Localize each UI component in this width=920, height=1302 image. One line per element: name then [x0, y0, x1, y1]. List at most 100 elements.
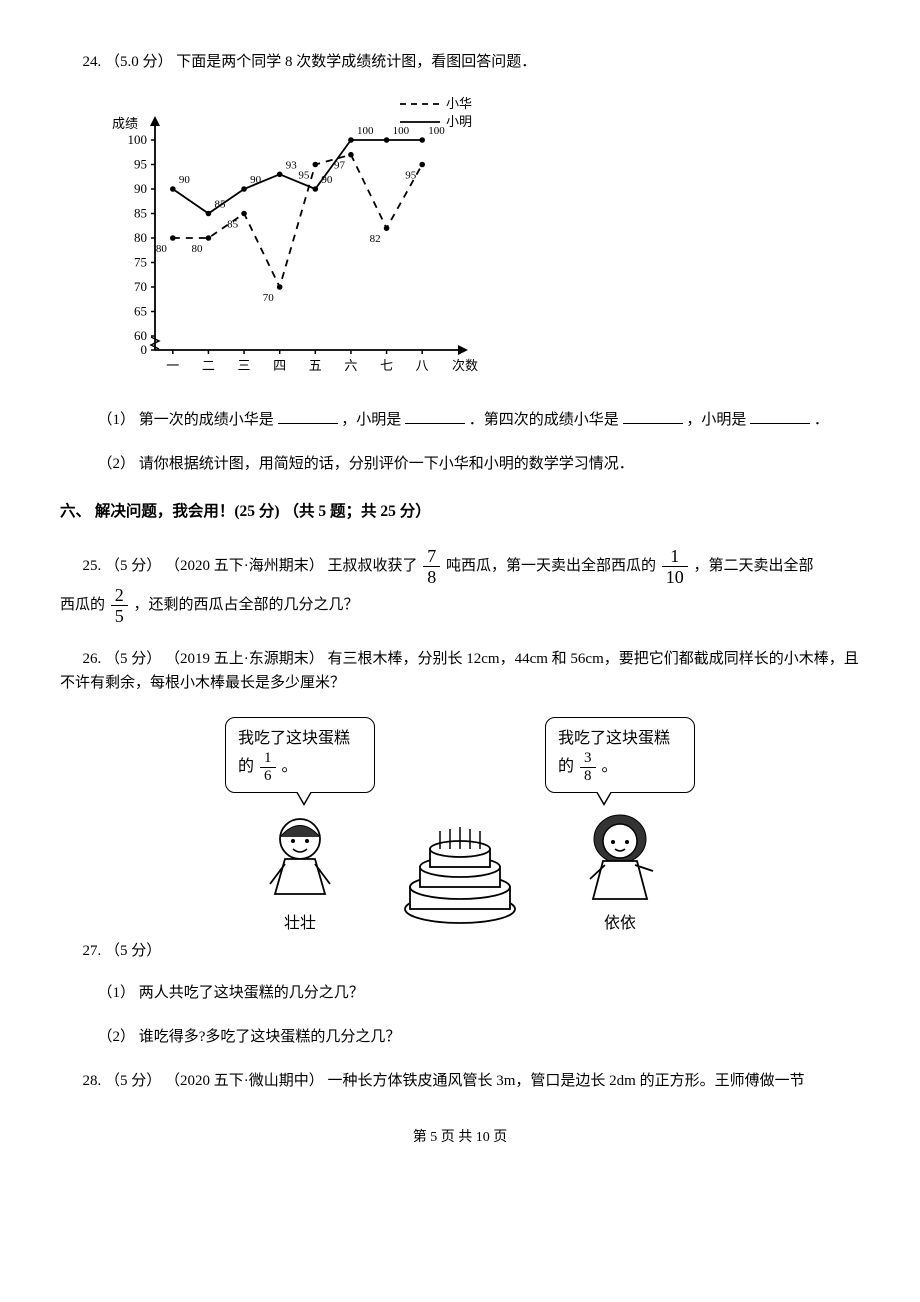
question-25: 25. （5 分） （2020 五下·海州期末） 王叔叔收获了 7 8 吨西瓜，…: [60, 547, 860, 625]
kid-right-name: 依依: [604, 911, 636, 937]
q28-number: 28.: [83, 1073, 102, 1089]
kid-right: 我吃了这块蛋糕 的 3 8 。: [545, 717, 695, 937]
svg-text:0: 0: [141, 342, 148, 357]
svg-text:85: 85: [227, 219, 239, 231]
svg-text:90: 90: [134, 181, 147, 196]
speech-left-b: 的: [238, 759, 254, 776]
svg-text:100: 100: [393, 125, 410, 137]
svg-text:四: 四: [273, 358, 286, 373]
q24-sub2-text: 请你根据统计图，用简短的话，分别评价一下小华和小明的数学学习情况．: [139, 456, 634, 472]
svg-text:90: 90: [321, 174, 333, 186]
fraction: 1 6: [260, 751, 276, 784]
q28-points: （5 分）: [105, 1073, 161, 1089]
svg-text:60: 60: [134, 328, 147, 343]
svg-text:100: 100: [128, 132, 148, 147]
speech-left-line2: 的 1 6 。: [238, 751, 362, 784]
q27-sub1: （1） 两人共吃了这块蛋糕的几分之几？: [60, 981, 860, 1005]
q24-sub1-t3: ，小明是: [686, 412, 746, 428]
q24-chart: 小华小明成绩次数06065707580859095100一二三四五六七八9085…: [100, 90, 860, 388]
q25-ta: 王叔叔收获了: [328, 558, 418, 574]
speech-right-line1: 我吃了这块蛋糕: [558, 726, 682, 752]
fraction: 2 5: [111, 586, 128, 625]
blank-input[interactable]: [278, 409, 338, 424]
q24-sub1-t1: ，小明是: [341, 412, 401, 428]
q26-source: （2019 五上·东源期末）: [165, 651, 324, 667]
q24-number: 24.: [83, 54, 102, 70]
q28-source: （2020 五下·微山期中）: [165, 1073, 324, 1089]
frac-num: 2: [111, 586, 128, 606]
q24-sub1-t2: ．第四次的成绩小华是: [469, 412, 619, 428]
svg-text:三: 三: [238, 358, 251, 373]
svg-text:70: 70: [263, 292, 275, 304]
frac-num: 3: [580, 751, 596, 768]
q27-number: 27.: [83, 943, 102, 959]
document-page: 24. （5.0 分） 下面是两个同学 8 次数学成绩统计图，看图回答问题． 小…: [0, 0, 920, 1189]
speech-bubble-right: 我吃了这块蛋糕 的 3 8 。: [545, 717, 695, 794]
blank-input[interactable]: [623, 409, 683, 424]
svg-text:小明: 小明: [446, 114, 472, 129]
q27-sub2-prefix: （2）: [98, 1029, 136, 1045]
svg-text:90: 90: [250, 174, 262, 186]
q24-sub1-t0: 第一次的成绩小华是: [139, 412, 274, 428]
svg-text:七: 七: [380, 358, 393, 373]
svg-text:95: 95: [134, 157, 147, 172]
frac-den: 5: [111, 606, 128, 625]
svg-text:93: 93: [286, 159, 298, 171]
question-26: 26. （5 分） （2019 五上·东源期末） 有三根木棒，分别长 12cm，…: [60, 647, 860, 695]
q25-number: 25.: [83, 558, 102, 574]
section-6-heading: 六、 解决问题，我会用！(25 分) （共 5 题；共 25 分）: [60, 500, 860, 525]
frac-num: 7: [423, 547, 440, 567]
kid-left: 我吃了这块蛋糕 的 1 6 。: [225, 717, 375, 937]
svg-text:100: 100: [428, 125, 445, 137]
svg-text:80: 80: [156, 243, 168, 255]
svg-text:五: 五: [309, 358, 322, 373]
question-27: 27. （5 分）: [60, 939, 860, 963]
blank-input[interactable]: [750, 409, 810, 424]
svg-text:75: 75: [134, 255, 147, 270]
q24-sub1: （1） 第一次的成绩小华是 ，小明是 ．第四次的成绩小华是 ，小明是 ．: [60, 408, 860, 432]
q27-sub2-text: 谁吃得多?多吃了这块蛋糕的几分之几？: [139, 1029, 401, 1045]
svg-text:六: 六: [344, 358, 357, 373]
svg-text:82: 82: [370, 233, 381, 245]
svg-text:一: 一: [166, 358, 179, 373]
speech-right-b: 的: [558, 759, 574, 776]
svg-text:80: 80: [134, 230, 147, 245]
kid-left-name: 壮壮: [284, 911, 316, 937]
q24-sub1-prefix: （1）: [98, 412, 136, 428]
frac-den: 8: [423, 567, 440, 586]
svg-text:95: 95: [405, 170, 417, 182]
q26-number: 26.: [83, 651, 102, 667]
page-footer: 第 5 页 共 10 页: [60, 1127, 860, 1149]
svg-text:八: 八: [416, 358, 429, 373]
q25-td: 西瓜的: [60, 597, 105, 613]
svg-text:85: 85: [134, 206, 147, 221]
frac-num: 1: [260, 751, 276, 768]
speech-right-c: 。: [602, 759, 618, 776]
svg-text:二: 二: [202, 358, 215, 373]
boy-icon: [255, 809, 345, 909]
q25-te: ，还剩的西瓜占全部的几分之几？: [134, 597, 359, 613]
frac-den: 6: [260, 768, 276, 784]
q26-points: （5 分）: [105, 651, 161, 667]
q25-tc: ，第二天卖出全部: [694, 558, 814, 574]
svg-text:次数: 次数: [452, 358, 478, 373]
svg-text:90: 90: [179, 174, 191, 186]
svg-text:65: 65: [134, 304, 147, 319]
speech-left-c: 。: [282, 759, 298, 776]
svg-text:100: 100: [357, 125, 374, 137]
question-24: 24. （5.0 分） 下面是两个同学 8 次数学成绩统计图，看图回答问题． 小…: [60, 50, 860, 476]
q27-sub1-text: 两人共吃了这块蛋糕的几分之几？: [139, 985, 364, 1001]
q24-stem-text: 下面是两个同学 8 次数学成绩统计图，看图回答问题．: [176, 54, 536, 70]
fraction: 3 8: [580, 751, 596, 784]
q25-source: （2020 五下·海州期末）: [165, 558, 324, 574]
speech-right-line2: 的 3 8 。: [558, 751, 682, 784]
q25-points: （5 分）: [105, 558, 161, 574]
q24-points: （5.0 分）: [105, 54, 173, 70]
frac-den: 8: [580, 768, 596, 784]
svg-text:小华: 小华: [446, 96, 472, 111]
q28-text: 一种长方体铁皮通风管长 3m，管口是边长 2dm 的正方形。王师傅做一节: [328, 1073, 805, 1089]
line-chart-svg: 小华小明成绩次数06065707580859095100一二三四五六七八9085…: [100, 90, 490, 380]
blank-input[interactable]: [405, 409, 465, 424]
fraction: 7 8: [423, 547, 440, 586]
q25-tb: 吨西瓜，第一天卖出全部西瓜的: [446, 558, 656, 574]
